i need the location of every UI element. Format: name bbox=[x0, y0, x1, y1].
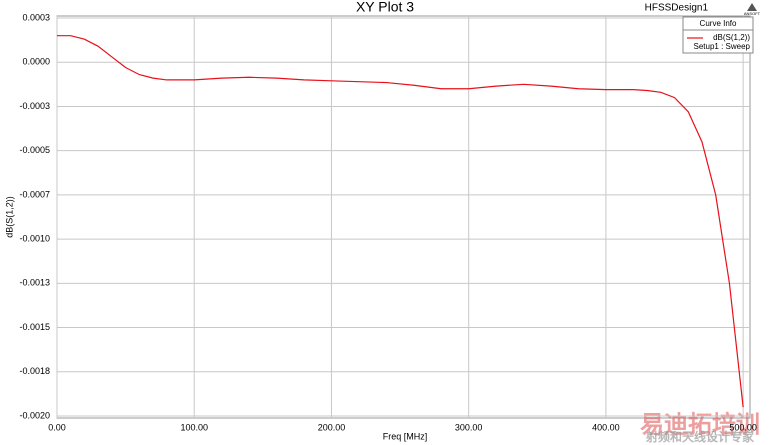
y-tick-label: 0.0003 bbox=[22, 12, 50, 22]
logo-icon bbox=[747, 3, 757, 11]
x-axis-label: Freq [MHz] bbox=[383, 431, 428, 441]
y-tick-label: -0.0007 bbox=[19, 189, 50, 199]
design-name: HFSSDesign1 bbox=[645, 3, 709, 14]
x-tick-label: 400.00 bbox=[592, 422, 620, 432]
series-line bbox=[57, 35, 744, 408]
legend-subtitle: Setup1 : Sweep bbox=[694, 42, 751, 51]
y-tick-label: -0.0020 bbox=[19, 410, 50, 420]
y-tick-label: -0.0018 bbox=[19, 366, 50, 376]
x-tick-label: 300.00 bbox=[455, 422, 483, 432]
y-tick-label: 0.0000 bbox=[22, 57, 50, 67]
y-tick-label: -0.0003 bbox=[19, 101, 50, 111]
chart-title: XY Plot 3 bbox=[356, 0, 414, 15]
legend-box bbox=[682, 16, 754, 54]
legend-title: Curve Info bbox=[700, 19, 737, 28]
plot-frame bbox=[56, 15, 751, 419]
x-tick-label: 0.00 bbox=[48, 422, 66, 432]
x-tick-label: 500.00 bbox=[729, 422, 757, 432]
y-axis-label: dB(S(1,2)) bbox=[4, 196, 14, 238]
x-tick-label: 100.00 bbox=[180, 422, 208, 432]
y-tick-label: -0.0015 bbox=[19, 322, 50, 332]
legend-entry: dB(S(1,2)) bbox=[713, 33, 750, 42]
x-tick-label: 200.00 bbox=[318, 422, 346, 432]
y-tick-label: -0.0013 bbox=[19, 278, 50, 288]
watermark-sub: 射频和天线设计专家 bbox=[645, 429, 755, 444]
y-tick-label: -0.0005 bbox=[19, 145, 50, 155]
y-tick-label: -0.0010 bbox=[19, 233, 50, 243]
legend: Curve Info dB(S(1,2))Setup1 : Sweep bbox=[682, 16, 754, 54]
watermark: 易迪拓培训 bbox=[640, 410, 760, 438]
logo-text: ANSOFT bbox=[744, 11, 761, 16]
